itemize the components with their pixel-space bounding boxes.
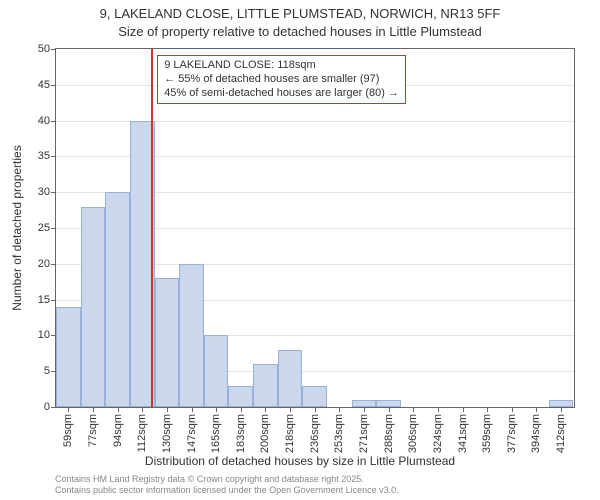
histogram-bar [376,400,401,407]
x-tick-label: 341sqm [457,414,469,453]
x-tick-label: 218sqm [284,414,296,453]
x-tick-mark [561,407,562,412]
x-tick-label: 77sqm [87,414,99,447]
x-tick-mark [241,407,242,412]
x-tick-mark [93,407,94,412]
x-tick-label: 236sqm [309,414,321,453]
x-tick-mark [389,407,390,412]
x-tick-label: 147sqm [186,414,198,453]
x-tick-mark [216,407,217,412]
histogram-bar [179,264,204,407]
x-tick-label: 324sqm [432,414,444,453]
y-tick-mark [51,371,56,372]
y-tick-label: 5 [10,365,50,377]
y-tick-mark [51,300,56,301]
x-tick-label: 359sqm [481,414,493,453]
x-tick-label: 183sqm [235,414,247,453]
x-tick-mark [463,407,464,412]
x-tick-label: 288sqm [383,414,395,453]
y-tick-label: 40 [10,115,50,127]
chart-title-line1: 9, LAKELAND CLOSE, LITTLE PLUMSTEAD, NOR… [0,6,600,21]
y-tick-label: 30 [10,186,50,198]
y-tick-label: 35 [10,150,50,162]
x-tick-label: 253sqm [333,414,345,453]
histogram-bar [278,350,303,407]
histogram-bar [105,192,130,407]
x-tick-mark [142,407,143,412]
x-tick-label: 394sqm [530,414,542,453]
histogram-bar [56,307,81,407]
y-tick-label: 0 [10,401,50,413]
x-tick-mark [290,407,291,412]
y-tick-mark [51,335,56,336]
x-tick-mark [118,407,119,412]
y-tick-mark [51,85,56,86]
y-tick-mark [51,156,56,157]
y-tick-mark [51,121,56,122]
x-tick-mark [339,407,340,412]
x-tick-mark [265,407,266,412]
x-tick-label: 306sqm [407,414,419,453]
annotation-box: 9 LAKELAND CLOSE: 118sqm ← 55% of detach… [157,55,406,104]
y-tick-mark [51,228,56,229]
annotation-line2: ← 55% of detached houses are smaller (97… [164,73,399,87]
y-tick-label: 20 [10,258,50,270]
x-tick-mark [438,407,439,412]
y-tick-mark [51,407,56,408]
property-indicator-line [151,49,153,407]
attribution-line1: Contains HM Land Registry data © Crown c… [55,474,364,485]
x-tick-label: 130sqm [161,414,173,453]
x-tick-mark [364,407,365,412]
plot-area: 9 LAKELAND CLOSE: 118sqm ← 55% of detach… [55,48,575,408]
chart-title-line2: Size of property relative to detached ho… [0,24,600,39]
x-tick-label: 165sqm [210,414,222,453]
x-axis-label: Distribution of detached houses by size … [0,454,600,468]
attribution-line2: Contains public sector information licen… [55,485,399,496]
x-tick-label: 200sqm [259,414,271,453]
x-tick-mark [512,407,513,412]
histogram-bar [549,400,574,407]
y-tick-label: 10 [10,329,50,341]
x-tick-mark [192,407,193,412]
x-tick-mark [68,407,69,412]
x-tick-label: 377sqm [506,414,518,453]
histogram-bar [228,386,253,407]
chart-container: 9, LAKELAND CLOSE, LITTLE PLUMSTEAD, NOR… [0,0,600,500]
y-tick-mark [51,264,56,265]
y-tick-label: 50 [10,43,50,55]
histogram-bar [81,207,106,407]
annotation-line1: 9 LAKELAND CLOSE: 118sqm [164,59,399,73]
x-tick-mark [413,407,414,412]
x-tick-mark [487,407,488,412]
histogram-bar [352,400,377,407]
histogram-bar [155,278,180,407]
x-tick-mark [167,407,168,412]
histogram-bar [302,386,327,407]
y-tick-mark [51,192,56,193]
y-tick-mark [51,49,56,50]
histogram-bar [204,335,229,407]
y-tick-label: 15 [10,294,50,306]
x-tick-label: 271sqm [358,414,370,453]
x-tick-label: 94sqm [112,414,124,447]
x-tick-mark [536,407,537,412]
x-tick-label: 412sqm [555,414,567,453]
x-tick-label: 112sqm [136,414,148,452]
x-tick-label: 59sqm [62,414,74,447]
y-tick-label: 45 [10,79,50,91]
x-tick-mark [315,407,316,412]
histogram-bar [253,364,278,407]
annotation-line3: 45% of semi-detached houses are larger (… [164,87,399,101]
y-tick-label: 25 [10,222,50,234]
